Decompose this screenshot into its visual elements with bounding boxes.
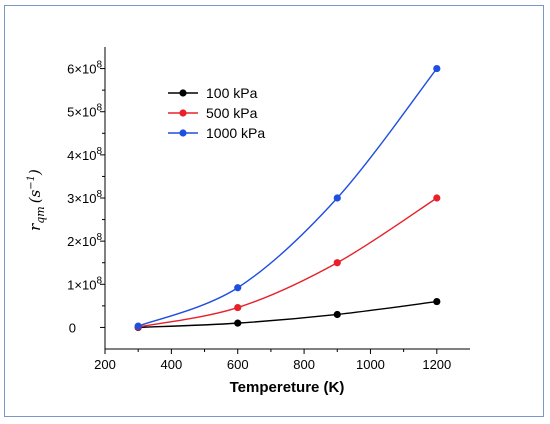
legend-marker bbox=[179, 89, 187, 97]
y-axis-title-unit: (s bbox=[26, 189, 44, 203]
x-tick-label: 1000 bbox=[356, 357, 385, 372]
y-axis-title-sup: −1 bbox=[26, 175, 37, 190]
y-tick-label: 1×108 bbox=[67, 275, 102, 292]
series-line-2 bbox=[137, 68, 438, 327]
data-point-0 bbox=[433, 297, 441, 306]
x-tick-label: 200 bbox=[94, 357, 116, 372]
y-tick-label: 0 bbox=[69, 320, 76, 335]
y-axis-title-close: ) bbox=[26, 169, 44, 176]
axes: 200 400 600 800 1000 1200 0 1×108 2×108 3×108 4×10… bbox=[67, 47, 470, 372]
data-point-1 bbox=[333, 259, 341, 267]
data-point-2 bbox=[134, 322, 142, 330]
y-tick-label: 4×108 bbox=[67, 146, 102, 163]
legend-marker bbox=[179, 109, 187, 117]
legend-label: 100 kPa bbox=[206, 85, 258, 101]
legend-label: 500 kPa bbox=[206, 105, 258, 121]
y-axis-title-main: r bbox=[26, 223, 44, 231]
plot-area bbox=[134, 64, 441, 332]
data-point-2 bbox=[333, 194, 341, 202]
legend-marker bbox=[179, 129, 187, 137]
x-tick-label: 600 bbox=[227, 357, 249, 372]
data-point-2 bbox=[234, 284, 242, 292]
legend: 100 kPa 500 kPa 1000 kPa bbox=[168, 85, 265, 141]
x-axis-title: Tempereture (K) bbox=[230, 379, 345, 396]
x-tick-label: 1200 bbox=[422, 357, 451, 372]
y-tick-label: 6×108 bbox=[67, 60, 102, 77]
data-point-1 bbox=[433, 194, 441, 202]
data-point-0 bbox=[333, 310, 341, 319]
y-tick-label: 5×108 bbox=[67, 103, 102, 120]
data-point-2 bbox=[433, 64, 441, 73]
legend-label: 1000 kPa bbox=[206, 125, 265, 141]
x-tick-label: 800 bbox=[293, 357, 315, 372]
y-tick-label: 3×108 bbox=[67, 189, 102, 206]
data-point-1 bbox=[234, 303, 242, 312]
y-tick-label: 2×108 bbox=[67, 232, 102, 249]
figure-frame bbox=[4, 5, 544, 417]
y-axis-title-sub: qm bbox=[34, 206, 47, 223]
series-line-0 bbox=[138, 300, 437, 329]
series-line-1 bbox=[138, 197, 438, 328]
data-point-0 bbox=[234, 319, 242, 327]
y-axis-title: rqm (s−1) bbox=[26, 169, 47, 231]
x-tick-label: 400 bbox=[161, 357, 183, 372]
